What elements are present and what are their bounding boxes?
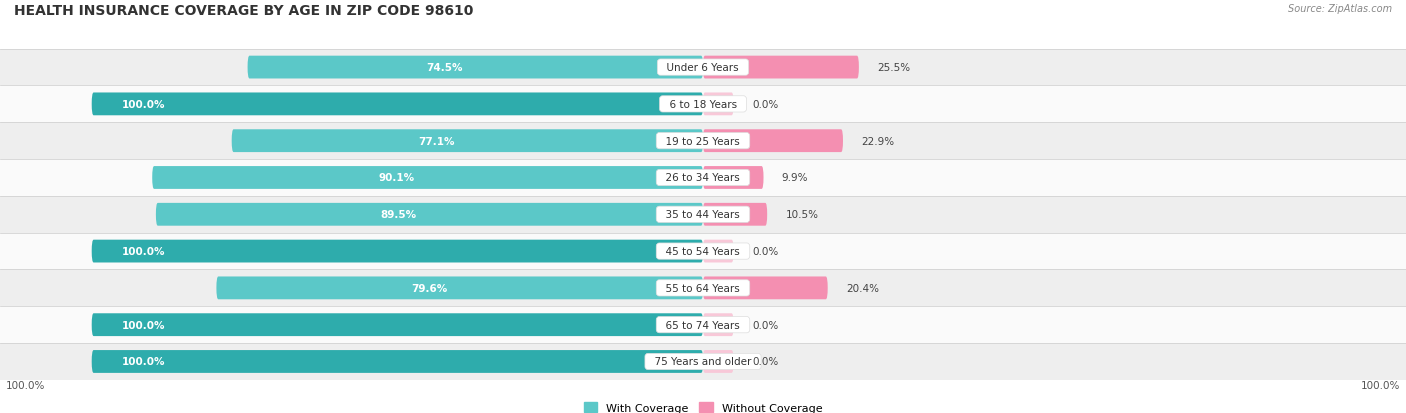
Text: 0.0%: 0.0% [752, 100, 778, 109]
Text: 100.0%: 100.0% [6, 380, 45, 390]
Text: HEALTH INSURANCE COVERAGE BY AGE IN ZIP CODE 98610: HEALTH INSURANCE COVERAGE BY AGE IN ZIP … [14, 4, 474, 18]
Bar [0, 123, 1406, 160]
FancyBboxPatch shape [703, 203, 768, 226]
Text: 74.5%: 74.5% [426, 63, 463, 73]
Text: 10.5%: 10.5% [786, 210, 818, 220]
Text: 25.5%: 25.5% [877, 63, 910, 73]
FancyBboxPatch shape [91, 313, 703, 336]
FancyBboxPatch shape [91, 240, 703, 263]
Text: Source: ZipAtlas.com: Source: ZipAtlas.com [1288, 4, 1392, 14]
Text: 45 to 54 Years: 45 to 54 Years [659, 247, 747, 256]
Text: 0.0%: 0.0% [752, 320, 778, 330]
Text: Under 6 Years: Under 6 Years [661, 63, 745, 73]
Bar [0, 197, 1406, 233]
Bar [0, 50, 1406, 86]
Bar [0, 270, 1406, 306]
Bar [0, 306, 1406, 343]
Text: 65 to 74 Years: 65 to 74 Years [659, 320, 747, 330]
Text: 100.0%: 100.0% [1361, 380, 1400, 390]
FancyBboxPatch shape [91, 93, 703, 116]
Text: 90.1%: 90.1% [380, 173, 415, 183]
Text: 100.0%: 100.0% [122, 356, 166, 367]
Bar [0, 160, 1406, 197]
FancyBboxPatch shape [232, 130, 703, 153]
Text: 0.0%: 0.0% [752, 247, 778, 256]
Text: 35 to 44 Years: 35 to 44 Years [659, 210, 747, 220]
FancyBboxPatch shape [703, 130, 844, 153]
Bar [0, 343, 1406, 380]
Bar [0, 233, 1406, 270]
FancyBboxPatch shape [703, 93, 734, 116]
FancyBboxPatch shape [703, 167, 763, 190]
Text: 100.0%: 100.0% [122, 100, 166, 109]
Text: 26 to 34 Years: 26 to 34 Years [659, 173, 747, 183]
FancyBboxPatch shape [91, 350, 703, 373]
Text: 100.0%: 100.0% [122, 320, 166, 330]
FancyBboxPatch shape [217, 277, 703, 299]
FancyBboxPatch shape [156, 203, 703, 226]
FancyBboxPatch shape [247, 57, 703, 79]
FancyBboxPatch shape [703, 57, 859, 79]
Text: 89.5%: 89.5% [381, 210, 418, 220]
Text: 79.6%: 79.6% [411, 283, 447, 293]
Text: 0.0%: 0.0% [752, 356, 778, 367]
Text: 6 to 18 Years: 6 to 18 Years [662, 100, 744, 109]
Text: 19 to 25 Years: 19 to 25 Years [659, 136, 747, 146]
FancyBboxPatch shape [703, 240, 734, 263]
Text: 9.9%: 9.9% [782, 173, 808, 183]
Text: 75 Years and older: 75 Years and older [648, 356, 758, 367]
Text: 100.0%: 100.0% [122, 247, 166, 256]
FancyBboxPatch shape [703, 350, 734, 373]
FancyBboxPatch shape [703, 313, 734, 336]
Text: 22.9%: 22.9% [862, 136, 894, 146]
Bar [0, 86, 1406, 123]
FancyBboxPatch shape [152, 167, 703, 190]
Text: 77.1%: 77.1% [419, 136, 456, 146]
Text: 20.4%: 20.4% [846, 283, 879, 293]
FancyBboxPatch shape [703, 277, 828, 299]
Text: 55 to 64 Years: 55 to 64 Years [659, 283, 747, 293]
Legend: With Coverage, Without Coverage: With Coverage, Without Coverage [579, 398, 827, 413]
